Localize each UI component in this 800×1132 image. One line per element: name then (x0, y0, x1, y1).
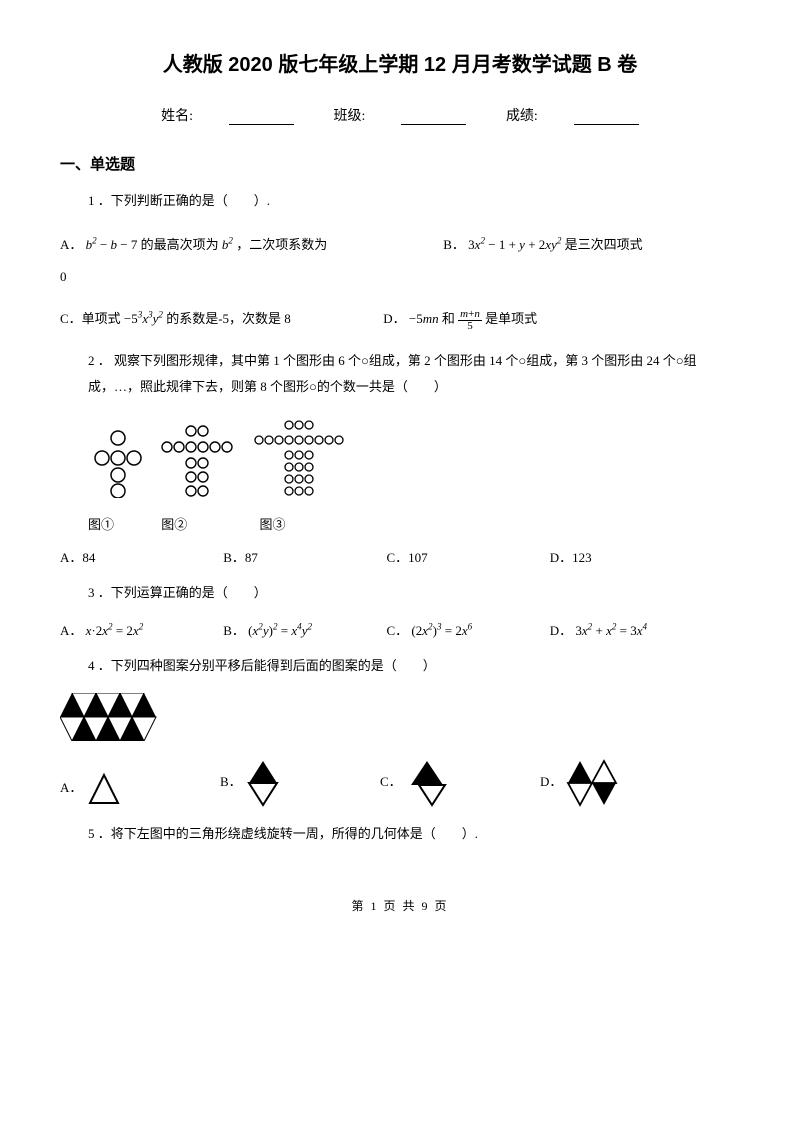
q1-optD: D． −5mn 和 m+n 5 是单项式 (383, 303, 537, 334)
q3-options: A． x·2x2 = 2x2 B． (x2y)2 = x4y2 C． (2x2)… (60, 620, 740, 639)
q4-text: 4 ．下列四种图案分别平移后能得到后面的图案的是（ ） (88, 653, 740, 679)
score-label: 成绩: (506, 109, 538, 124)
q2-optA: A．84 (60, 547, 220, 566)
q4-optC-label: C． (380, 774, 402, 789)
q4-optA-label: A． (60, 780, 82, 795)
page-footer: 第 1 页 共 9 页 (60, 897, 740, 914)
q1-optA-mid1: 的最高次项为 (141, 237, 219, 252)
q1-options-ab: A． b2 − b − 7 的最高次项为 b2 ，二次项系数为 B． 3x2 −… (60, 228, 740, 292)
name-blank (229, 110, 294, 125)
info-line: 姓名: 班级: 成绩: (60, 105, 740, 125)
q4-optD-label: D． (540, 774, 562, 789)
q3-optB-expr: (x2y)2 = x4y2 (248, 623, 312, 638)
class-label: 班级: (334, 109, 366, 124)
q2-fig1 (88, 428, 148, 498)
q4-optB: B． (220, 759, 380, 807)
q1-optA: A． b2 − b − 7 的最高次项为 b2 ，二次项系数为 (60, 229, 440, 260)
q3-optD: D． 3x2 + x2 = 3x4 (550, 620, 710, 639)
q3-optC: C． (2x2)3 = 2x6 (387, 620, 547, 639)
q1-optD-den: 5 (458, 321, 482, 332)
q1-optD-a: −5mn (409, 311, 439, 326)
q3-optA: A． x·2x2 = 2x2 (60, 620, 220, 639)
q3-optD-expr: 3x2 + x2 = 3x4 (575, 623, 647, 638)
q1-optB-expr: 3x2 − 1 + y + 2xy2 (468, 237, 561, 252)
q1-optA-expr1: b2 − b − 7 (86, 237, 138, 252)
q3-optA-expr: x·2x2 = 2x2 (86, 623, 144, 638)
q1-optA-pre: A． (60, 237, 82, 252)
q2-options: A．84 B．87 C．107 D．123 (60, 547, 740, 566)
q4-optA: A． (60, 771, 220, 807)
score-blank (574, 110, 639, 125)
q1-optB-tail: 是三次四项式 (565, 237, 643, 252)
q3-optC-pre: C． (387, 623, 409, 638)
page-title: 人教版 2020 版七年级上学期 12 月月考数学试题 B 卷 (60, 48, 740, 77)
q1-optC-tail: 的系数是-5，次数是 8 (166, 311, 291, 326)
page: 人教版 2020 版七年级上学期 12 月月考数学试题 B 卷 姓名: 班级: … (0, 0, 800, 944)
q4-optD: D． (540, 759, 700, 807)
q1-optA-mid2: ，二次项系数为 (236, 237, 327, 252)
q2-fig2-label: 图② (161, 514, 256, 533)
q2-fig1-label: 图① (88, 514, 158, 533)
q2-optB: B．87 (223, 547, 383, 566)
q1-optD-and: 和 (442, 311, 455, 326)
q4-options: A． B． C． D． (60, 759, 740, 807)
q3-optA-pre: A． (60, 623, 82, 638)
q3-optD-pre: D． (550, 623, 572, 638)
class-blank (401, 110, 466, 125)
q2-optC: C．107 (387, 547, 547, 566)
q4-optD-icon (566, 759, 618, 807)
q1-optC-pre: C．单项式 (60, 311, 121, 326)
q1-optA-expr2: b2 (222, 237, 233, 252)
q2-optD: D．123 (550, 547, 710, 566)
q3-optC-expr: (2x2)3 = 2x6 (411, 623, 472, 638)
q4-optC-icon (405, 759, 447, 807)
q1-optD-pre: D． (383, 311, 405, 326)
q2-fig3 (246, 418, 356, 508)
q4-optB-icon (245, 759, 281, 807)
q4-optA-icon (86, 771, 122, 807)
q1-optC: C．单项式 −53x3y2 的系数是-5，次数是 8 (60, 303, 380, 334)
q4-optC: C． (380, 759, 540, 807)
q4-main-figure (60, 693, 740, 741)
q2-fig3-label: 图③ (260, 514, 286, 533)
q3-optB-pre: B． (223, 623, 245, 638)
q1-optD-tail: 是单项式 (485, 311, 537, 326)
q2-text: 2 ． 观察下列图形规律，其中第 1 个图形由 6 个○组成，第 2 个图形由 … (88, 348, 740, 400)
q3-optB: B． (x2y)2 = x4y2 (223, 620, 383, 639)
q2-figure-labels: 图① 图② 图③ (88, 514, 740, 533)
section-title: 一、单选题 (60, 153, 740, 174)
q1-optB: B． 3x2 − 1 + y + 2xy2 是三次四项式 (443, 229, 642, 260)
q1-options-cd: C．单项式 −53x3y2 的系数是-5，次数是 8 D． −5mn 和 m+n… (60, 302, 740, 335)
q1-optD-frac: m+n 5 (458, 309, 482, 332)
q2-fig2 (152, 423, 242, 503)
q1-text: 1 ．下列判断正确的是（ ）. (88, 188, 740, 214)
q4-optB-label: B． (220, 774, 242, 789)
q1-optB-pre: B． (443, 237, 465, 252)
q3-text: 3 ．下列运算正确的是（ ） (88, 580, 740, 606)
q1-optC-expr: −53x3y2 (124, 311, 163, 326)
q1-optD-num: m+n (458, 309, 482, 321)
q2-figures (88, 418, 740, 508)
name-label: 姓名: (161, 109, 193, 124)
q1-optA-zero: 0 (60, 269, 67, 284)
q5-text: 5 ．将下左图中的三角形绕虚线旋转一周，所得的几何体是（ ）. (88, 821, 740, 847)
